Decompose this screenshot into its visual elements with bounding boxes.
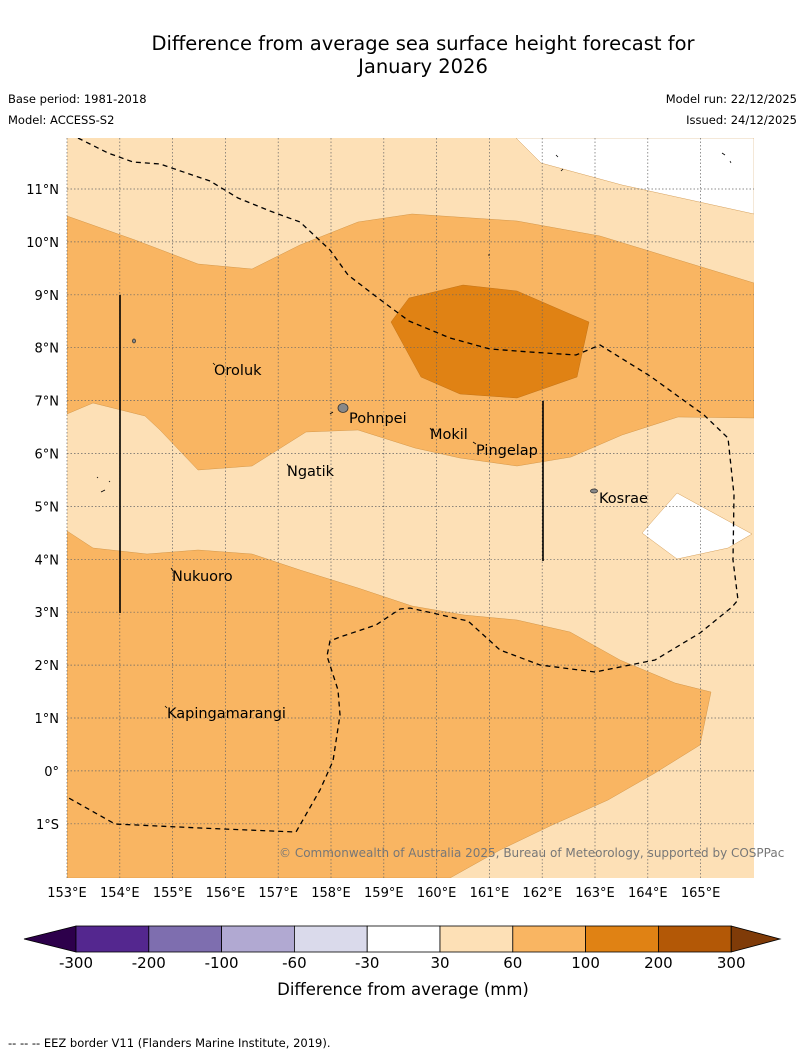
- lon-label: 163°E: [575, 886, 615, 901]
- lon-label: 160°E: [417, 886, 457, 901]
- colorbar-swatch: [585, 925, 659, 953]
- lat-label: 0°: [44, 765, 59, 780]
- pohnpei-island-shape: [337, 403, 349, 413]
- colorbar-swatch: [658, 925, 732, 953]
- eez-border: [67, 138, 739, 833]
- contour-fills: [67, 138, 754, 878]
- place-pohnpei: Pohnpei: [349, 411, 407, 427]
- colorbar-tick-label: -60: [282, 954, 307, 972]
- colorbar-swatch: [439, 925, 514, 953]
- model-run-label: Model run: 22/12/2025: [665, 92, 797, 106]
- colorbar-swatch: [75, 925, 150, 953]
- kosrae-island-shape: [590, 488, 598, 494]
- colorbar-over-arrow: [730, 925, 782, 953]
- lon-label: 158°E: [311, 886, 351, 901]
- lon-label: 155°E: [153, 886, 193, 901]
- lat-label: 3°N: [35, 606, 60, 621]
- island-dot: [132, 338, 136, 344]
- lon-label: 161°E: [470, 886, 510, 901]
- lon-label: 162°E: [522, 886, 562, 901]
- place-oroluk: Oroluk: [214, 363, 262, 379]
- place-nukuoro: Nukuoro: [172, 569, 233, 585]
- lon-label: 159°E: [364, 886, 404, 901]
- place-kosrae: Kosrae: [599, 491, 648, 507]
- colorbar-tick-label: 100: [571, 954, 600, 972]
- place-mokil: Mokil: [430, 427, 468, 443]
- lon-label: 165°E: [681, 886, 721, 901]
- colorbar-under-arrow: [23, 925, 77, 953]
- colorbar-swatch: [512, 925, 586, 953]
- colorbar: [23, 925, 782, 953]
- lon-label: 156°E: [206, 886, 246, 901]
- copyright-notice: © Commonwealth of Australia 2025, Bureau…: [279, 846, 784, 860]
- place-pingelap: Pingelap: [476, 443, 538, 459]
- title-line-1: Difference from average sea surface heig…: [151, 32, 695, 55]
- colorbar-tick-label: 60: [503, 954, 522, 972]
- colorbar-tick-label: -100: [205, 954, 239, 972]
- lat-label: 1°N: [35, 712, 60, 727]
- eez-footnote: -- -- -- EEZ border V11 (Flanders Marine…: [8, 1036, 331, 1050]
- lat-label: 2°N: [35, 659, 60, 674]
- place-kapingamarangi: Kapingamarangi: [167, 706, 286, 722]
- lat-label: 11°N: [26, 183, 59, 198]
- lat-label: 9°N: [35, 289, 60, 304]
- colorbar-swatch: [366, 925, 441, 953]
- title-line-2: January 2026: [358, 55, 488, 78]
- lat-label: 5°N: [35, 500, 60, 515]
- colorbar-tick-label: -30: [355, 954, 380, 972]
- colorbar-ticks: -300 -200 -100 -60 -30 30 60 100 200 300: [59, 954, 746, 972]
- latitude-labels: 11°N 10°N 9°N 8°N 7°N 6°N 5°N 4°N 3°N 2°N 1°N 0° 1°S: [26, 183, 59, 833]
- lat-label: 6°N: [35, 448, 60, 463]
- lat-label: 1°S: [36, 818, 59, 833]
- colorbar-swatch: [148, 925, 223, 953]
- colorbar-tick-label: -200: [132, 954, 166, 972]
- longitude-labels: 153°E 154°E 155°E 156°E 157°E 158°E 159°E 160°E…: [47, 886, 720, 901]
- model-label: Model: ACCESS-S2: [8, 113, 115, 127]
- band-neutral-patch: [641, 492, 753, 560]
- lon-label: 153°E: [47, 886, 87, 901]
- lat-label: 4°N: [35, 553, 60, 568]
- colorbar-tick-label: 30: [430, 954, 449, 972]
- issued-label: Issued: 24/12/2025: [686, 113, 797, 127]
- band-100-200-patch: [390, 284, 590, 399]
- lat-label: 10°N: [26, 236, 59, 251]
- colorbar-swatch: [221, 925, 295, 953]
- island-specks: [96, 152, 732, 709]
- lon-label: 157°E: [258, 886, 298, 901]
- lat-label: 7°N: [35, 395, 60, 410]
- colorbar-swatch: [293, 925, 368, 953]
- colorbar-tick-label: 200: [644, 954, 673, 972]
- islands: [132, 338, 598, 494]
- lat-label: 8°N: [35, 342, 60, 357]
- chart-title: Difference from average sea surface heig…: [0, 32, 804, 78]
- graticule: [66, 138, 754, 878]
- place-ngatik: Ngatik: [287, 464, 335, 480]
- base-period-label: Base period: 1981-2018: [8, 92, 147, 106]
- place-labels: Oroluk Pohnpei Mokil Pingelap Ngatik Kos…: [167, 363, 648, 722]
- band-neutral-corner: [515, 138, 754, 215]
- lon-label: 164°E: [628, 886, 668, 901]
- lon-label: 154°E: [100, 886, 140, 901]
- colorbar-tick-label: 300: [717, 954, 746, 972]
- colorbar-tick-label: -300: [59, 954, 93, 972]
- colorbar-label: Difference from average (mm): [277, 980, 529, 999]
